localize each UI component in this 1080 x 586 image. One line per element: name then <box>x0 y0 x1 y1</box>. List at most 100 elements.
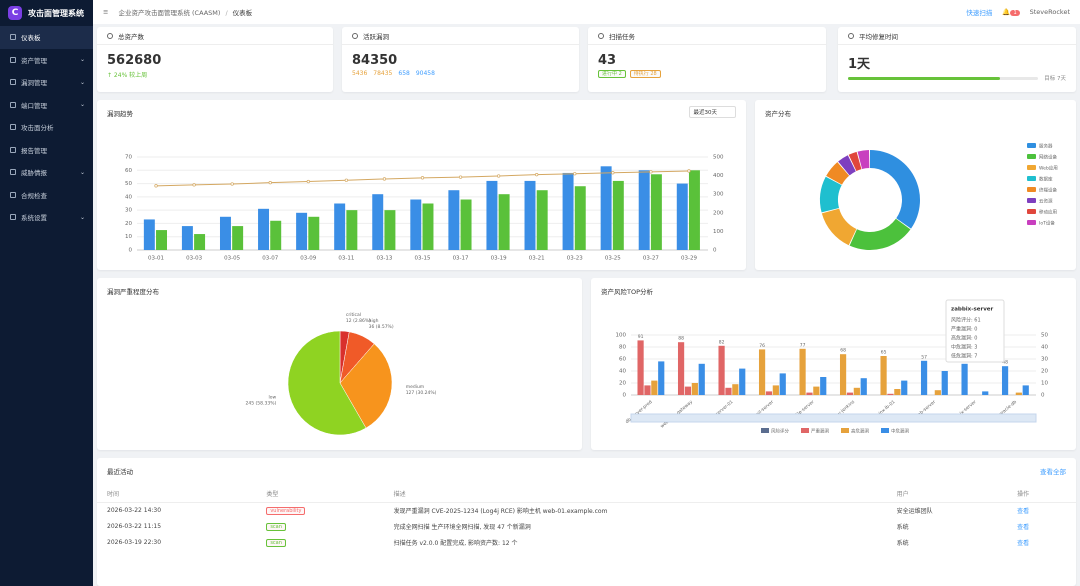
x-tick-label: 03-05 <box>224 256 240 262</box>
value-label: 12 (2.86%) <box>346 318 371 324</box>
bar <box>901 380 908 395</box>
y2-tick-label: 20 <box>1041 369 1048 375</box>
menu-icon <box>10 124 16 131</box>
bar <box>346 210 358 250</box>
slice <box>339 343 393 429</box>
slice <box>857 150 870 170</box>
risk-panel: 02040608010001020304050db-server-prod91w… <box>591 278 1076 450</box>
legend-swatch <box>761 428 769 433</box>
menu-item[interactable]: 威胁情报 ⌄ <box>0 161 93 184</box>
view-link[interactable]: 查看 <box>1017 539 1030 547</box>
legend-swatch <box>841 428 849 433</box>
cell-text: 完成全网扫描 生产环境全网扫描, 发现 47 个新漏洞 <box>393 523 531 531</box>
menu-item[interactable]: 端口管理 ⌄ <box>0 94 93 117</box>
legend-swatch <box>1027 165 1036 170</box>
header-cell: 时间 <box>97 486 257 503</box>
x-tick-label: 03-15 <box>415 256 431 262</box>
menu-item[interactable]: 系统设置 ⌄ <box>0 206 93 229</box>
range-select[interactable]: 最近30天 <box>688 106 736 118</box>
menu-item[interactable]: 攻击面分析 <box>0 116 93 139</box>
stat-icon <box>352 32 358 39</box>
menu-label: 合规检查 <box>21 191 47 200</box>
menu-icon <box>10 169 16 176</box>
stat-value: 43 <box>598 53 617 68</box>
slice-name: high <box>369 318 379 324</box>
header-cell: 描述 <box>383 486 887 503</box>
activity-panel: 最近活动 查看全部 时间 类型 描述 用户 操作 2026-03-22 14:30 vuln… <box>97 458 1076 586</box>
legend-label: 中危漏洞 <box>891 428 909 435</box>
y-tick-label: 0 <box>623 393 627 399</box>
notification[interactable]: 🔔 1 <box>1002 8 1020 16</box>
slice <box>849 218 911 250</box>
legend-label: 终端设备 <box>1039 187 1057 194</box>
cell: 查看 <box>1007 534 1076 550</box>
view-link[interactable]: 查看 <box>1017 507 1030 515</box>
tooltip-box <box>945 299 1005 363</box>
bar <box>650 174 662 250</box>
menu-item[interactable]: 资产管理 ⌄ <box>0 49 93 72</box>
tooltip-line: 中危漏洞: 3 <box>951 344 977 351</box>
bar <box>880 356 887 395</box>
legend-label: 移动应用 <box>1039 209 1057 216</box>
x-tick-label: 03-01 <box>148 256 164 262</box>
menu-icon <box>10 56 16 63</box>
menu-item[interactable]: 仪表板 <box>0 26 93 49</box>
menu-toggle[interactable]: ≡ <box>103 8 109 16</box>
x-tick-label: 03-27 <box>643 256 659 262</box>
stat-part: 78435 <box>373 70 393 77</box>
y-tick-label: 60 <box>619 357 626 363</box>
bar <box>600 166 612 250</box>
menu-item[interactable]: 合规检查 <box>0 184 93 207</box>
x-tick-label: 03-17 <box>453 256 469 262</box>
bar <box>638 170 650 250</box>
menu-item[interactable]: 报告管理 <box>0 139 93 162</box>
menu-icon <box>10 101 16 108</box>
slice <box>870 150 920 229</box>
x-tick-label: 03-13 <box>376 256 392 262</box>
bar <box>574 186 586 250</box>
badge: 1 <box>1010 10 1020 16</box>
slice <box>848 151 862 172</box>
menu-item[interactable]: 漏洞管理 ⌄ <box>0 71 93 94</box>
type-tag: scan <box>266 522 286 531</box>
quick-scan[interactable]: 快速扫描 <box>966 9 993 17</box>
bar <box>772 385 779 395</box>
tooltip: zabbix-server 风险评分: 61 严重漏洞: 0 高危漏洞: 0 中危漏洞:… <box>945 299 1005 363</box>
slice-name: medium <box>406 384 425 390</box>
x-tick-label: 03-21 <box>529 256 545 262</box>
y2-tick-label: 0 <box>713 248 717 254</box>
menu-label: 资产管理 <box>21 56 47 65</box>
line-point <box>154 184 158 188</box>
line-point <box>496 174 501 178</box>
view-link[interactable]: 查看 <box>1017 523 1030 531</box>
menu-label: 系统设置 <box>21 214 47 223</box>
value-label: 127 (30.24%) <box>406 390 437 396</box>
bar <box>524 180 536 250</box>
menu-icon <box>10 79 16 86</box>
cell: vulnerability <box>256 502 383 518</box>
line-point <box>458 175 463 179</box>
bar <box>725 387 732 395</box>
bar <box>181 226 193 250</box>
line-point <box>611 171 615 175</box>
header-cell: 用户 <box>886 486 1008 503</box>
menu-label: 仪表板 <box>21 34 41 43</box>
value-label: 88 <box>678 336 684 342</box>
line-point <box>573 172 577 176</box>
severity-panel: critical 12 (2.86%) high 36 (8.57%) medium 12… <box>97 278 582 450</box>
bar <box>894 389 901 395</box>
menu-arrow: ⌄ <box>79 168 85 176</box>
view-all[interactable]: 查看全部 <box>1040 468 1066 476</box>
x-tick-label: 03-03 <box>186 256 202 262</box>
y2-tick-label: 10 <box>1041 381 1048 387</box>
value-label: 48 <box>1002 360 1008 366</box>
stat-badges: 进行中 2 待执行 28 <box>588 70 826 78</box>
menu-arrow: ⌄ <box>79 78 85 86</box>
y2-tick-label: 500 <box>713 155 724 161</box>
value-label: 245 (58.33%) <box>246 401 277 407</box>
user[interactable]: SteveRocket <box>1029 8 1070 16</box>
tooltip-line: 严重漏洞: 0 <box>951 326 977 333</box>
tooltip-line: 低危漏洞: 7 <box>951 353 977 360</box>
menu: 仪表板 资产管理 ⌄ 漏洞管理 ⌄ 端口管理 ⌄ 攻击面分析 报告管理 威胁情报 ⌄ 合规检查 系统设置… <box>0 26 93 229</box>
stat-badge: 进行中 2 <box>598 70 626 78</box>
